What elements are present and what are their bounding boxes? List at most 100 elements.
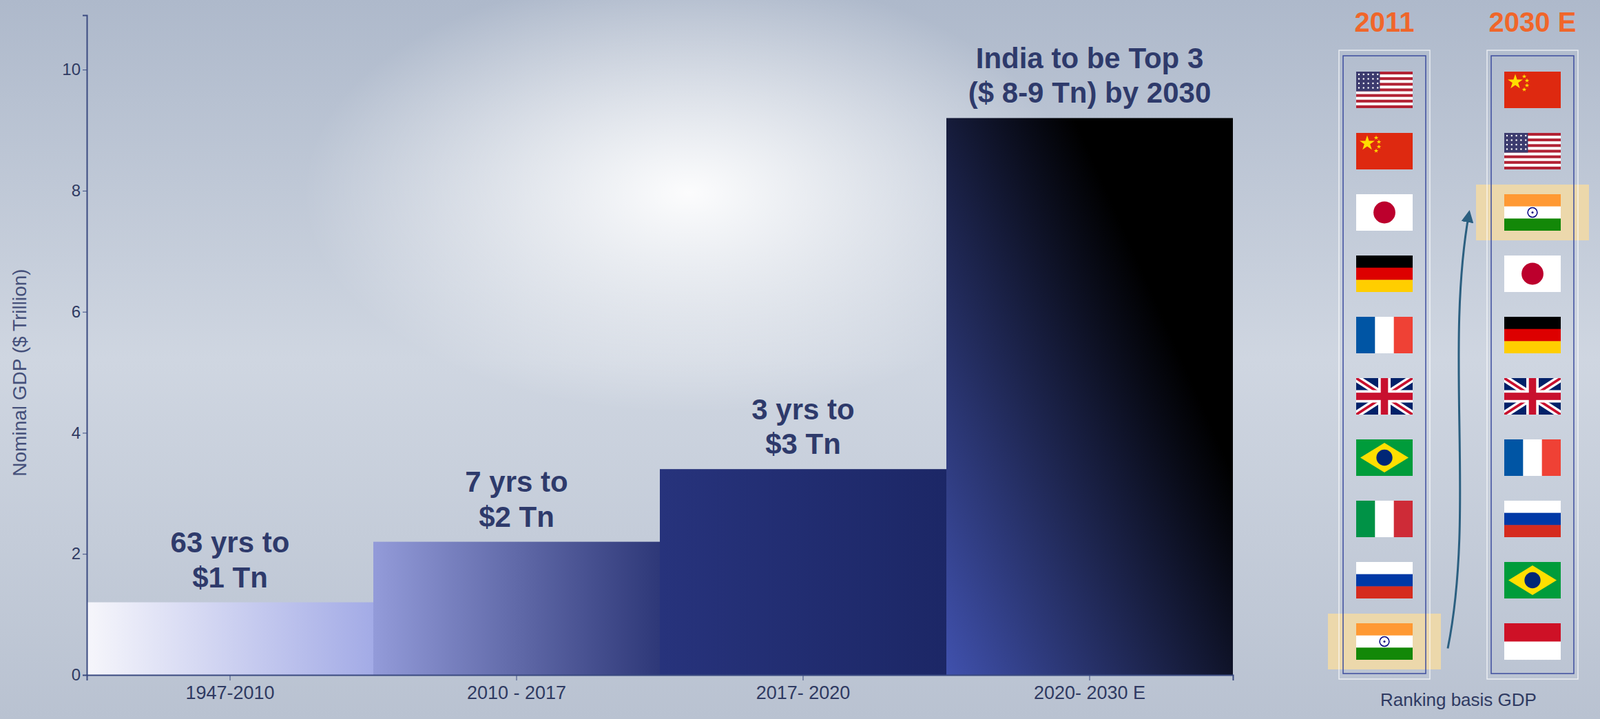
flag-part (1358, 73, 1360, 76)
flag-part (1522, 73, 1527, 78)
flag-part (1504, 155, 1561, 160)
flag-part (1504, 163, 1561, 168)
flag-part (1520, 134, 1522, 137)
flag-part (1356, 647, 1413, 660)
highlight (1476, 184, 1589, 241)
flag-part (1524, 77, 1530, 82)
x-tick-label: 2017- 2020 (756, 682, 851, 704)
flag-part (1373, 201, 1396, 224)
flag-part (1504, 132, 1528, 153)
y-tick: 8 (71, 181, 87, 200)
x-tick-label: 1947-2010 (185, 682, 275, 704)
flag-part (1527, 208, 1538, 218)
flag-part (1376, 143, 1382, 149)
annotation: India to be Top 3 (975, 42, 1204, 75)
x-tick-label: 2020- 2030 E (1033, 682, 1146, 704)
flag-part (1356, 586, 1413, 599)
y-tick-mark (82, 69, 87, 71)
flag-part (1524, 572, 1541, 589)
flag-part (1511, 139, 1513, 141)
flag-part (1376, 139, 1382, 144)
flag-part (1515, 143, 1517, 146)
flag-part (1356, 439, 1413, 476)
flag-part (1504, 513, 1561, 526)
flag-part (1531, 211, 1534, 214)
flag-part (1504, 152, 1561, 157)
bars (86, 117, 1233, 675)
flag-part (1359, 134, 1375, 150)
flag-part (1374, 500, 1395, 538)
flag-part (1356, 94, 1413, 98)
flag-part (1504, 255, 1561, 293)
flag-part (1372, 82, 1374, 85)
x-tick-mark (516, 674, 518, 681)
ranking-box (1343, 55, 1426, 674)
y-axis-line (82, 15, 88, 676)
flag-part (1515, 134, 1517, 137)
flag (1504, 316, 1561, 354)
flag-part (1358, 82, 1360, 85)
flag-part (1504, 378, 1561, 415)
flag-part (1504, 378, 1561, 415)
flag (1356, 194, 1413, 231)
flag-part (1376, 77, 1379, 80)
flag-part (1504, 329, 1561, 342)
annotation: ($ 8-9 Tn) by 2030 (968, 76, 1211, 109)
flag-part (1524, 139, 1527, 141)
y-axis-title: Nominal GDP ($ Trillion) (8, 268, 31, 476)
flag-part (1520, 148, 1522, 150)
flag-part (1372, 73, 1374, 76)
flag-part (1376, 82, 1379, 85)
flag-part (1356, 102, 1413, 107)
annotation: $3 Tn (765, 427, 841, 461)
flag-part (1504, 378, 1561, 415)
flag-part (1504, 71, 1561, 109)
bar (659, 469, 947, 675)
flag-part (1356, 279, 1413, 293)
flag-part (1504, 218, 1561, 231)
flag-part (1504, 524, 1561, 538)
flag-part (1511, 143, 1513, 146)
y-tick-label: 8 (71, 181, 81, 200)
flag-part (1504, 623, 1561, 642)
flag-part (1394, 500, 1413, 538)
ranking-caption: Ranking basis GDP (1380, 689, 1537, 711)
y-tick-label: 0 (71, 665, 81, 684)
bar (86, 602, 374, 675)
annotation: 7 yrs to (464, 465, 568, 498)
y-tick: 0 (71, 665, 87, 684)
annotation: 63 yrs to (170, 526, 290, 559)
flag-part (1367, 77, 1369, 80)
flag-part (1504, 378, 1561, 415)
flag (1504, 194, 1561, 231)
flag (1504, 71, 1561, 109)
flag-part (1372, 86, 1374, 89)
x-tick-mark (1089, 674, 1091, 681)
flag (1356, 439, 1413, 476)
y-tick-mark (82, 674, 87, 676)
y-tick-label: 2 (71, 544, 81, 563)
bar (373, 542, 660, 675)
flag-part (1504, 392, 1561, 401)
flag-part (1511, 134, 1513, 137)
flag-part (1356, 194, 1413, 231)
flag-part (1356, 623, 1413, 636)
ranking-box (1491, 55, 1574, 674)
ranking-box-outer (1338, 50, 1430, 680)
flag-part (1374, 148, 1379, 153)
flag-part (1356, 500, 1376, 538)
ranking: 20112030 ERanking basis GDP (1327, 6, 1589, 711)
flag-part (1356, 378, 1413, 415)
x-tick: 1947-2010 (185, 674, 275, 704)
flag-part (1504, 316, 1561, 330)
y-tick: 6 (71, 302, 87, 321)
flag-part (1504, 562, 1561, 599)
x-tick-label: 2010 - 2017 (466, 682, 567, 704)
flag (1356, 71, 1413, 109)
y-tick-mark (82, 432, 87, 434)
flag-part (1376, 449, 1392, 466)
flag-part (1506, 143, 1508, 146)
flag-part (1374, 316, 1395, 354)
flag-part (1504, 641, 1561, 661)
flag-part (1376, 86, 1379, 89)
